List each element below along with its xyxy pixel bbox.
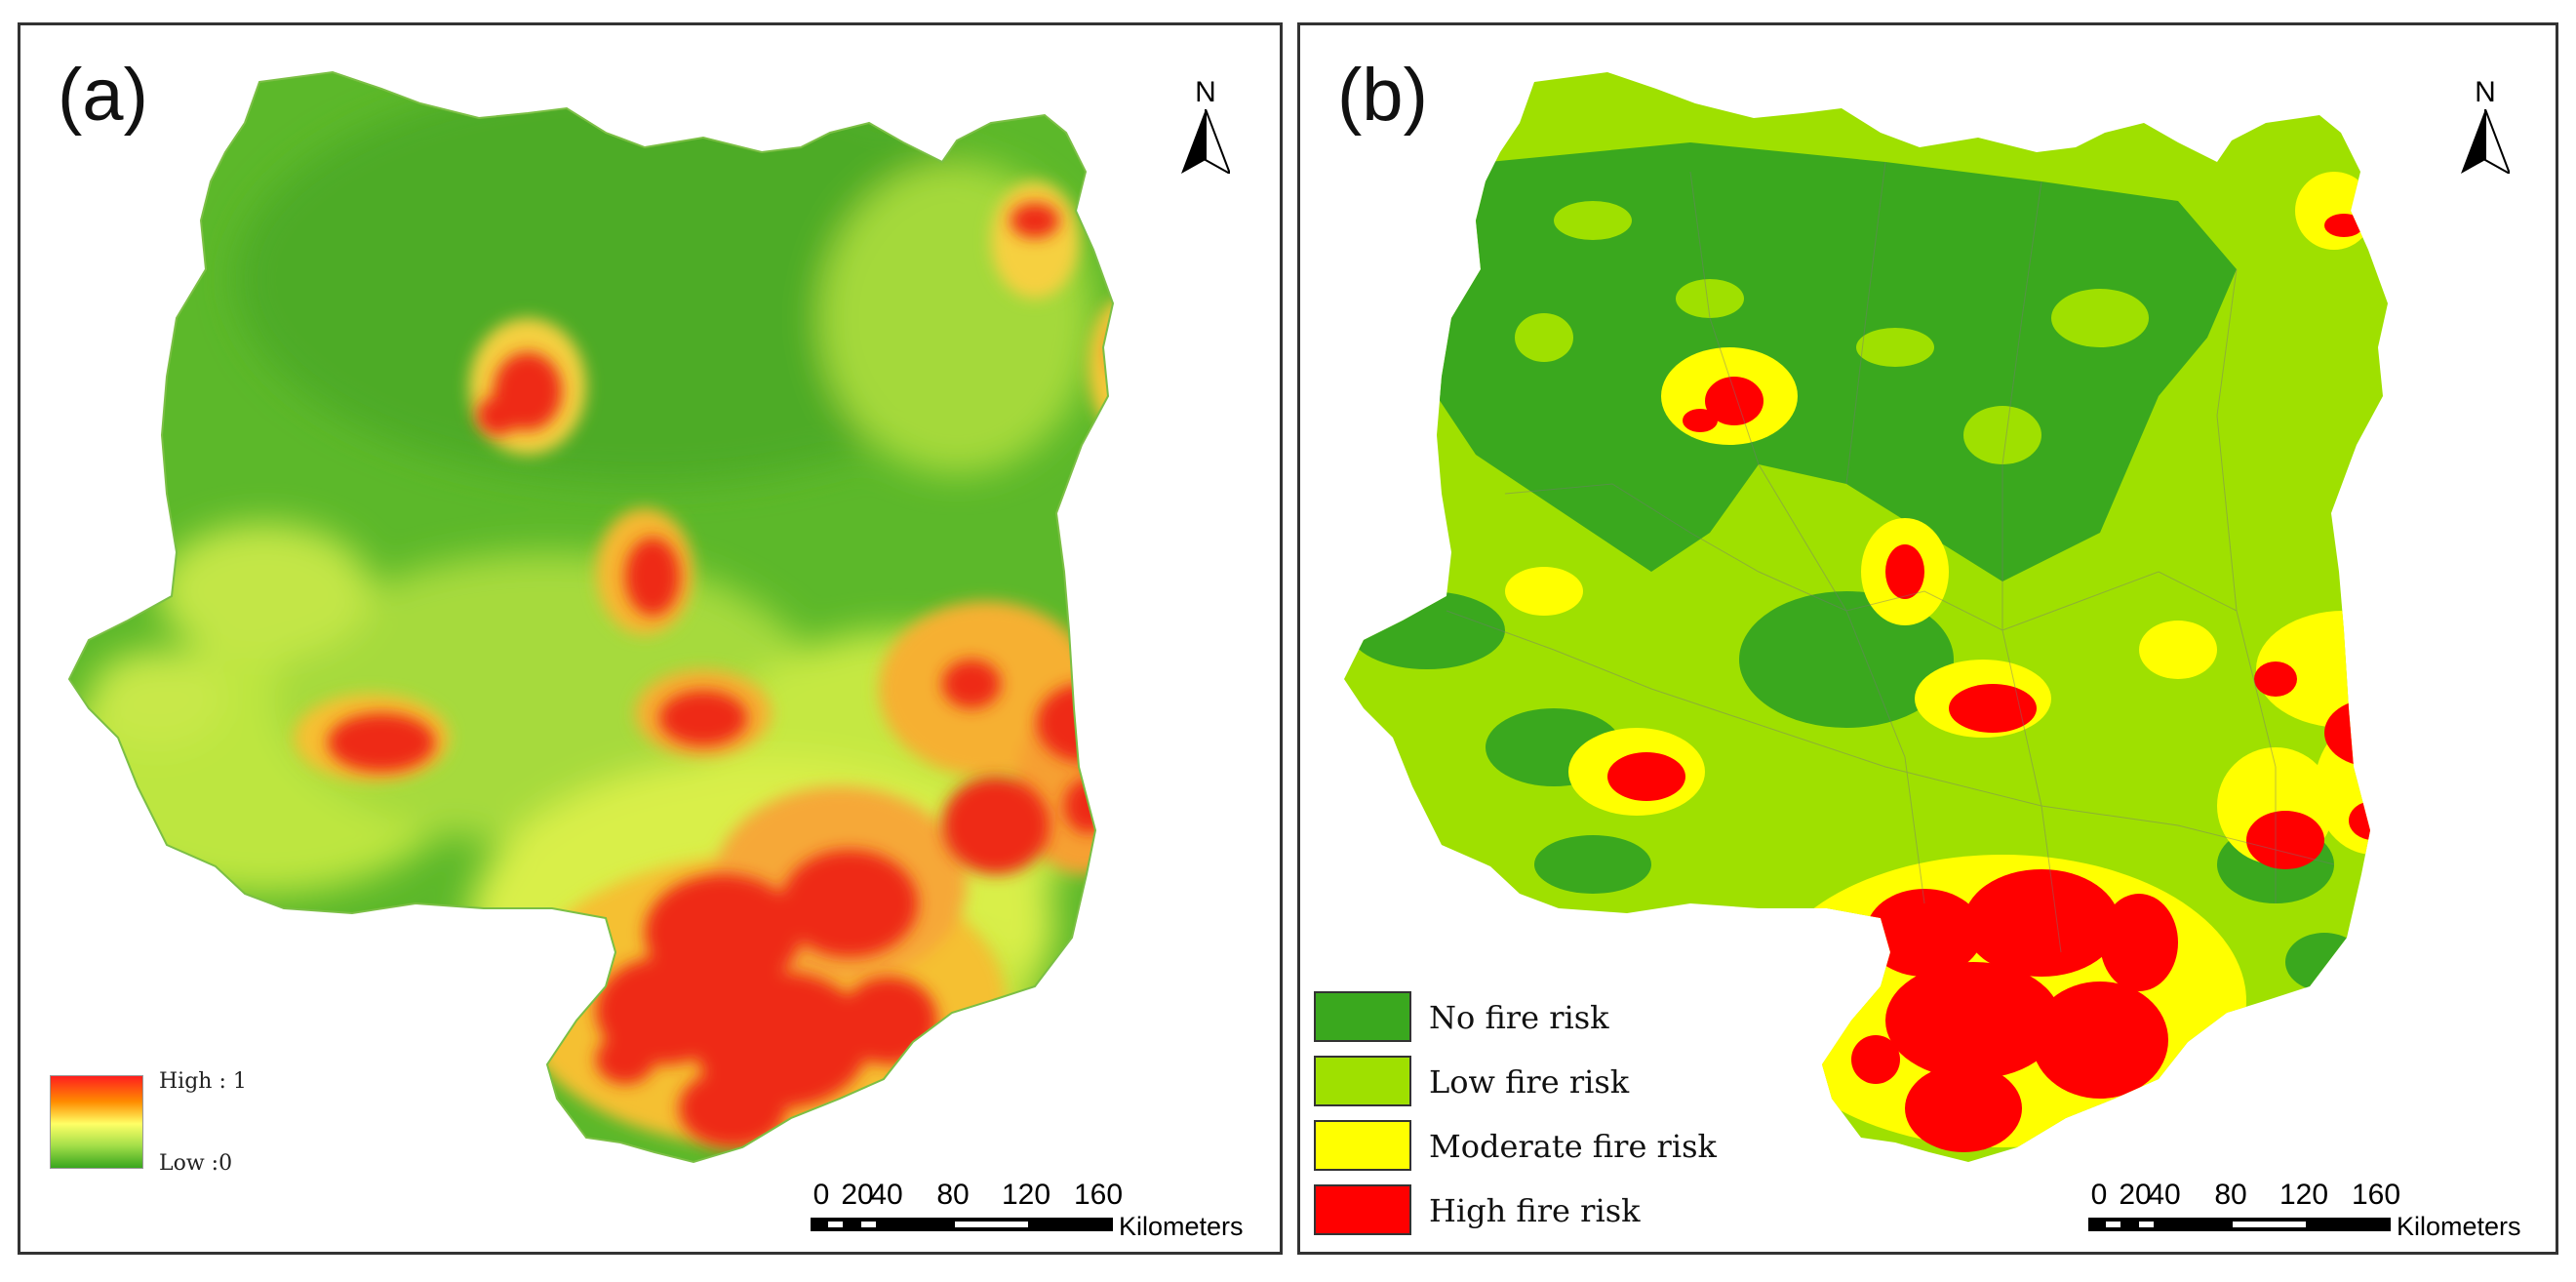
scale-tick-label: 20 bbox=[2119, 1179, 2152, 1211]
continuous-risk-map bbox=[67, 70, 1115, 1164]
legend-item-high-risk: High fire risk bbox=[1314, 1184, 1821, 1237]
scale-tick-label: 80 bbox=[2214, 1179, 2247, 1211]
legend-label: No fire risk bbox=[1429, 999, 1609, 1036]
panel-label-a: (a) bbox=[58, 54, 148, 137]
legend-label: High fire risk bbox=[1429, 1192, 1641, 1229]
classified-risk-map bbox=[1344, 72, 2388, 1162]
scale-bar-graphic bbox=[2088, 1218, 2391, 1231]
legend-label: Moderate fire risk bbox=[1429, 1128, 1717, 1165]
legend-swatch bbox=[1314, 1056, 1411, 1106]
scale-units-label: Kilometers bbox=[1119, 1212, 1244, 1241]
scale-tick-label: 0 bbox=[2090, 1179, 2108, 1211]
scale-tick-label: 0 bbox=[812, 1179, 830, 1211]
legend-swatch bbox=[1314, 1120, 1411, 1171]
map-panel-a: (a) N High : 1 Low :0 0 20 40 80 120 160… bbox=[18, 22, 1283, 1255]
north-arrow-icon bbox=[1181, 109, 1230, 174]
scale-tick-label: 120 bbox=[2279, 1179, 2329, 1211]
scale-tick-label: 20 bbox=[841, 1179, 874, 1211]
panel-label-b: (b) bbox=[1337, 54, 1428, 137]
map-panel-b: (b) N No fire risk Low fire risk Moderat… bbox=[1297, 22, 2558, 1255]
legend-item-low-risk: Low fire risk bbox=[1314, 1056, 1821, 1108]
scale-bar: 0 20 40 80 120 160 Kilometers bbox=[811, 1179, 1244, 1241]
legend-item-no-risk: No fire risk bbox=[1314, 991, 1821, 1044]
legend-label: Low fire risk bbox=[1429, 1063, 1630, 1101]
north-arrow-icon bbox=[2461, 109, 2510, 174]
legend-item-moderate-risk: Moderate fire risk bbox=[1314, 1120, 1821, 1173]
legend-swatch bbox=[1314, 1184, 1411, 1235]
scale-units-label: Kilometers bbox=[2397, 1212, 2521, 1241]
north-arrow: N bbox=[1171, 76, 1240, 174]
scale-tick-label: 120 bbox=[1001, 1179, 1051, 1211]
scale-tick-label: 40 bbox=[870, 1179, 903, 1211]
scale-tick-label: 160 bbox=[2351, 1179, 2401, 1211]
gradient-color-ramp bbox=[50, 1075, 143, 1169]
north-letter: N bbox=[2475, 76, 2496, 108]
scale-bar-graphic bbox=[811, 1218, 1113, 1231]
legend-swatch bbox=[1314, 991, 1411, 1042]
north-letter: N bbox=[1195, 76, 1216, 108]
scale-bar: 0 20 40 80 120 160 Kilometers bbox=[2088, 1179, 2521, 1241]
scale-tick-label: 40 bbox=[2148, 1179, 2181, 1211]
scale-tick-label: 80 bbox=[936, 1179, 970, 1211]
legend-low-label: Low :0 bbox=[159, 1151, 233, 1176]
scale-tick-label: 160 bbox=[1073, 1179, 1124, 1211]
legend-high-label: High : 1 bbox=[159, 1069, 247, 1094]
north-arrow: N bbox=[2451, 76, 2519, 174]
